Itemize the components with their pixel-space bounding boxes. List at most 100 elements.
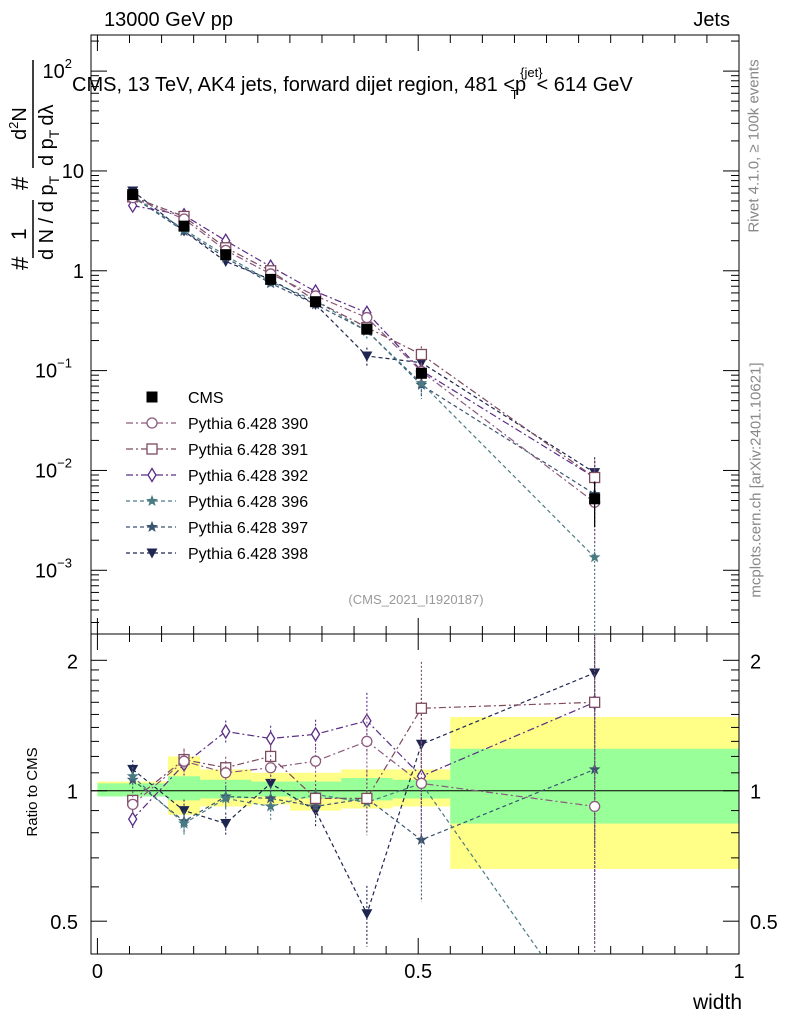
data-point [127, 189, 139, 201]
data-point [588, 551, 601, 563]
ratio-y-axis-label: Ratio to CMS [24, 747, 41, 836]
data-point [220, 249, 232, 261]
legend-entry: Pythia 6.428 391 [126, 442, 308, 459]
legend-entry: CMS [146, 390, 224, 407]
data-point [589, 493, 601, 505]
y-label-hash-2: # [7, 176, 34, 190]
ratio-point [220, 723, 231, 740]
ratio-point [588, 800, 601, 813]
ratio-point [415, 739, 427, 750]
ratio-series-line [132, 701, 595, 801]
y-label-num-1: 1 [8, 228, 31, 240]
main-y-tick-label: 10−1 [35, 356, 72, 383]
series-pythia-6-428-396 [126, 189, 601, 634]
ratio-series-group [126, 634, 601, 954]
legend-label: Pythia 6.428 391 [188, 442, 308, 459]
header-left: 13000 GeV pp [104, 9, 233, 31]
series-line [132, 196, 595, 478]
legend-label: Pythia 6.428 396 [188, 494, 308, 511]
stat-uncertainty-band [97, 783, 168, 797]
series-line [132, 205, 595, 479]
legend-label: Pythia 6.428 398 [188, 546, 308, 563]
main-plot-frame [90, 34, 740, 635]
ratio-point [588, 763, 601, 775]
ratio-point [415, 833, 428, 845]
chart-title: CMS, 13 TeV, AK4 jets, forward dijet reg… [72, 65, 633, 102]
legend-marker [146, 391, 158, 403]
main-y-tick-label: 10−3 [35, 555, 72, 582]
ratio-uncertainty-bands [97, 716, 739, 869]
data-point [415, 376, 428, 389]
main-y-tick-label: 10 [62, 161, 84, 183]
ratio-point [362, 713, 372, 729]
series-line [132, 197, 595, 503]
data-point [310, 296, 322, 308]
header-right: Jets [693, 9, 730, 31]
data-point [415, 348, 428, 361]
legend-entry: Pythia 6.428 390 [126, 416, 308, 433]
ratio-x-tick-label: 1 [733, 961, 744, 983]
data-point [361, 323, 373, 335]
ratio-point [126, 770, 139, 782]
ratio-y-tick-label: 1 [67, 782, 78, 804]
ratio-point [127, 811, 138, 827]
ratio-point [310, 726, 321, 743]
stat-uncertainty-band [200, 779, 226, 799]
y-label-hash-1: # [7, 256, 34, 270]
legend-label: Pythia 6.428 397 [188, 520, 308, 537]
legend: CMS Pythia 6.428 390 Pythia 6.428 391 Pythi… [126, 390, 308, 563]
ratio-x-tick-label: 0.5 [404, 961, 432, 983]
ratio-point [265, 730, 276, 747]
data-point [361, 311, 373, 324]
ratio-point [415, 777, 428, 790]
legend-marker [146, 520, 158, 532]
ratio-series-line [132, 672, 595, 916]
legend-label: CMS [188, 390, 224, 407]
main-y-tick-label: 10−2 [35, 455, 72, 482]
ratio-x-tick-label: 0 [92, 961, 103, 983]
ratio-point [265, 778, 277, 789]
ratio-point [361, 735, 373, 748]
legend-marker [147, 467, 157, 483]
legend-entry: Pythia 6.428 398 [126, 546, 308, 563]
ratio-point [264, 800, 277, 812]
ratio-y-tick-label-right: 0.5 [750, 912, 778, 934]
legend-marker [146, 548, 158, 559]
main-y-tick-label: 102 [43, 56, 72, 83]
data-point [415, 367, 427, 379]
data-point [361, 351, 373, 362]
y-label-num-2: d2N [6, 107, 31, 140]
legend-label: Pythia 6.428 392 [188, 468, 308, 485]
ratio-series-line [132, 701, 595, 820]
legend-marker [146, 417, 158, 429]
ratio-point [415, 702, 428, 714]
ratio-point [309, 792, 322, 805]
legend-entry: Pythia 6.428 392 [126, 467, 308, 485]
ratio-point [178, 817, 190, 829]
ratio-series-pythia-6-428-390 [127, 713, 601, 954]
ratio-ticks: 0.5 0.5 1 1 2 2 0 0.5 1 [50, 634, 778, 983]
ratio-point [361, 909, 373, 920]
ratio-point [220, 819, 232, 830]
main-series-group [126, 186, 601, 634]
main-y-axis-label: # 1 d N / d pT # d2N d pTdλ [6, 60, 62, 270]
series-cms [127, 189, 601, 528]
ratio-y-tick-label: 2 [67, 651, 78, 673]
legend-entry: Pythia 6.428 397 [126, 520, 308, 537]
main-y-tick-label: 1 [73, 261, 84, 283]
ratio-point [178, 755, 190, 767]
stat-uncertainty-band [341, 778, 393, 801]
data-point [588, 471, 601, 484]
ratio-point [127, 764, 139, 775]
ratio-point [361, 792, 373, 805]
ratio-y-tick-label-right: 1 [750, 782, 761, 804]
ratio-plot-frame [90, 633, 740, 955]
ratio-point [309, 755, 322, 767]
legend-marker [146, 494, 158, 506]
y-label-den-2: d pTdλ [36, 105, 62, 167]
ratio-series-line [132, 768, 595, 841]
ratio-point [127, 798, 139, 811]
y-label-den-1: d N / d pT [36, 175, 62, 260]
ratio-y-tick-label-right: 2 [750, 651, 761, 673]
data-point [178, 220, 190, 232]
